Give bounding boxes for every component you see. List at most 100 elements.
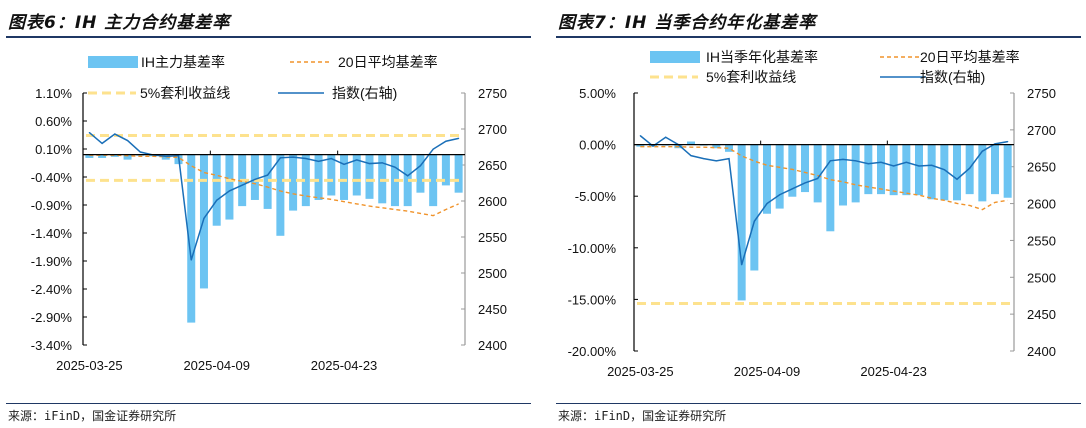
index-point [88,132,90,134]
index-point [419,165,422,167]
chart-6-title: 图表6：IH 主力合约基差率 [8,13,231,33]
index-point [905,161,907,163]
bar [775,144,784,209]
bar [98,154,107,158]
bar [953,144,961,201]
index-point [880,161,882,163]
bar [636,144,645,147]
bar [839,144,847,206]
footer-divider-left [6,403,531,404]
bar [851,144,860,203]
index-point [829,160,831,162]
left-tick-label: -3.40% [31,338,73,353]
right-tick-label: 2650 [478,158,507,173]
bar [123,154,132,160]
index-point [893,165,895,167]
bar [289,154,298,211]
bar [1003,144,1012,198]
legend-label: 5%套利收益线 [706,69,796,85]
right-tick-label: 2750 [1027,86,1056,101]
right-tick-label: 2650 [1027,160,1056,175]
left-tick-label: 0.60% [35,114,72,129]
avg-basis-line [89,154,459,217]
index-point [292,156,294,158]
index-point [330,157,332,160]
bar [110,154,119,157]
index-point [766,202,768,205]
chart-7: 5.00% 0.00% -5.00% -10.00% -15.00% -20.00% 275… [568,49,1056,379]
legend-bar-swatch [650,51,700,63]
bar [737,144,746,301]
left-tick-label: -10.00% [568,241,617,256]
index-point [228,190,231,192]
x-tick-label: 2025-04-23 [860,364,927,379]
chart-7-title: 图表7：IH 当季合约年化基差率 [558,13,817,33]
index-point [203,217,205,219]
bar [725,144,733,152]
legend-label: IH当季年化基差率 [706,49,818,65]
right-tick-label: 2450 [1027,307,1056,322]
bar [403,154,412,207]
legend-label: 20日平均基差率 [920,49,1020,65]
bar [813,144,822,203]
bar [902,144,911,196]
index-point [867,163,869,165]
index-point [1007,141,1009,143]
bar [301,154,310,207]
footer-divider-right [556,403,1081,404]
left-tick-label: -0.40% [31,170,73,185]
index-point [356,159,358,161]
bar [927,144,936,200]
index-point [445,140,447,142]
right-tick-label: 2400 [478,338,507,353]
index-point [639,135,641,137]
index-point [969,167,971,169]
right-tick-label: 2550 [1027,233,1056,248]
source-left: 来源：iFinD，国金证券研究所 [8,409,177,423]
index-point [741,264,743,266]
left-tick-label: -2.90% [31,310,73,325]
index-point [931,164,933,166]
index-point [394,166,396,168]
index-point [956,178,958,180]
bar [263,154,272,209]
bar [940,144,949,201]
index-point [139,151,141,153]
right-tick-label: 2700 [1027,123,1056,138]
index-point [343,163,345,165]
bar [826,144,835,232]
index-point [216,199,218,201]
right-tick-label: 2700 [478,122,507,137]
left-tick-label: 0.00% [579,138,616,153]
bar [877,144,885,195]
index-point [943,169,945,171]
bar [801,144,809,193]
header-divider-left [6,36,531,38]
right-tick-label: 2750 [478,86,507,101]
bar [889,144,898,196]
bar [212,154,221,226]
index-point [101,142,103,144]
bar [199,154,208,289]
left-tick-label: -2.40% [31,282,73,297]
index-point [279,157,281,159]
bar [712,144,721,149]
x-tick-label: 2025-04-23 [311,358,378,373]
left-tick-label: -5.00% [575,189,617,204]
index-point [791,188,793,190]
bar [915,144,923,196]
right-tick-label: 2400 [1027,344,1056,359]
x-tick-label: 2025-03-25 [56,358,123,373]
right-tick-label: 2450 [478,302,507,317]
bar [225,154,234,220]
index-point [715,160,717,162]
bar [314,154,323,200]
index-point [368,162,371,165]
bar [864,144,873,195]
x-tick-label: 2025-03-25 [607,364,674,379]
right-tick-label: 2600 [478,194,507,209]
bar [187,154,196,323]
bar [788,144,797,197]
index-point [317,160,320,162]
left-tick-label: -20.00% [568,344,617,359]
